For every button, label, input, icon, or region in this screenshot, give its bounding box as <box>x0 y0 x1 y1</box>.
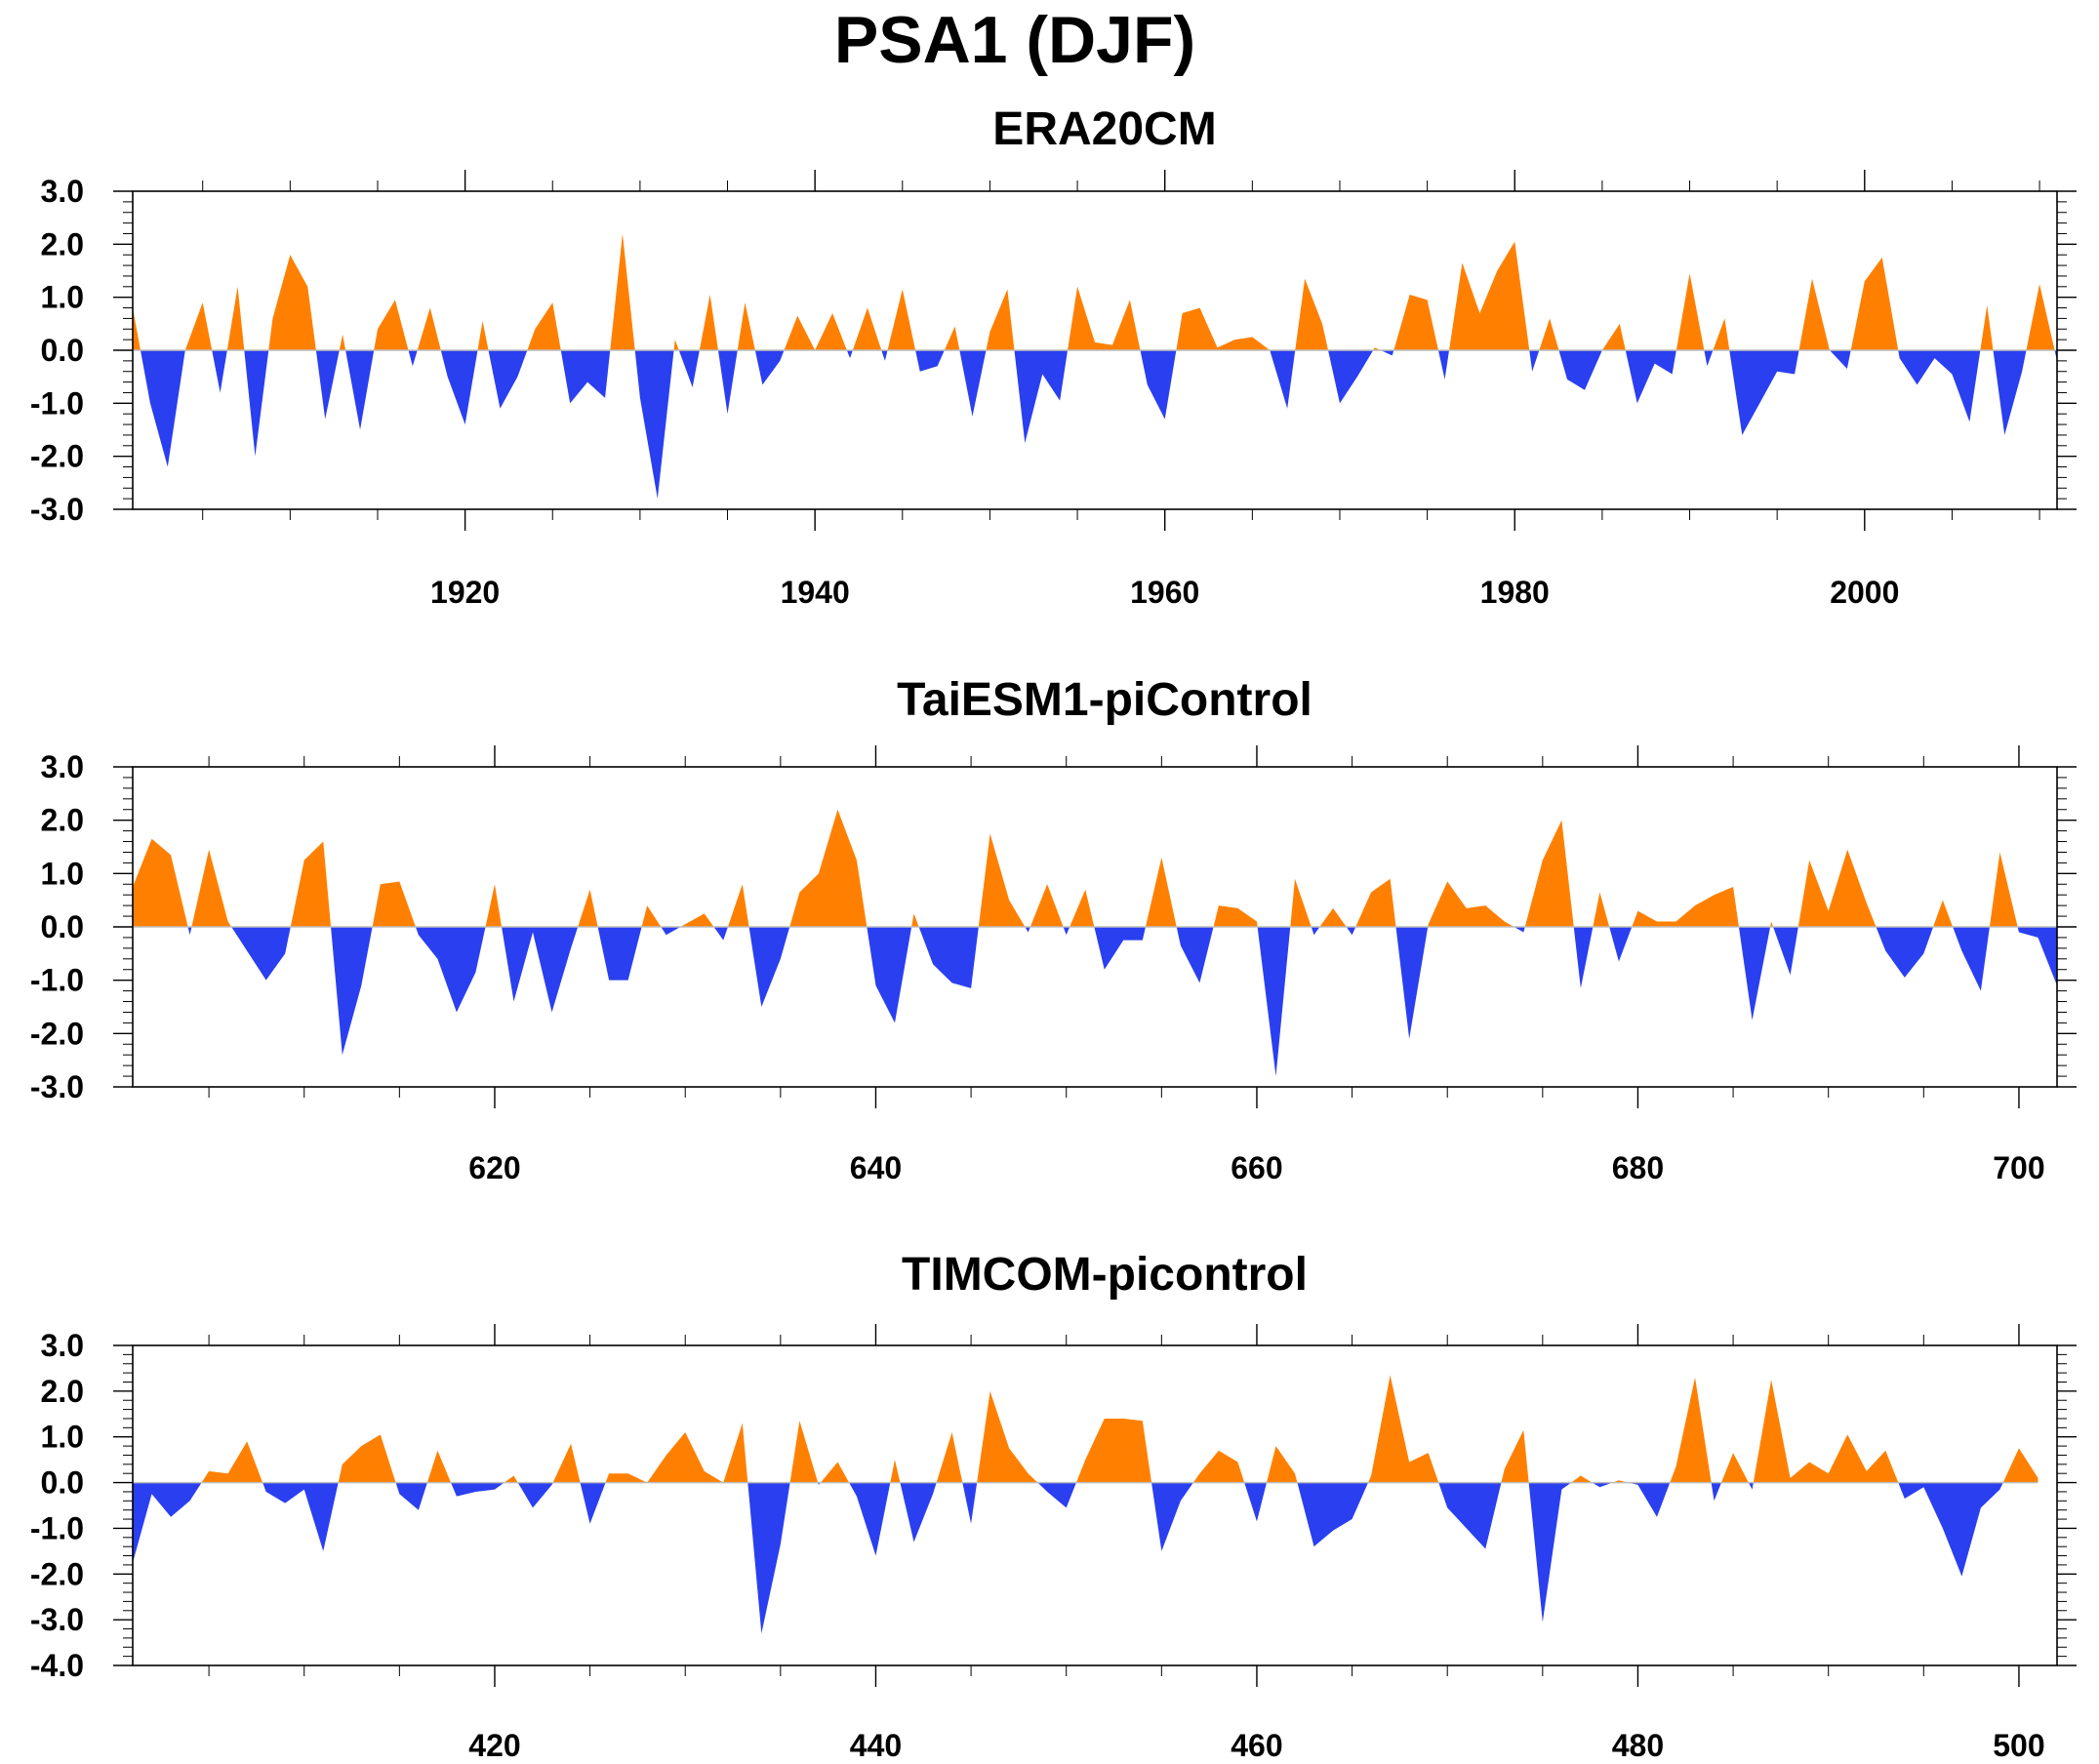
y-tick-label: 0.0 <box>41 909 84 944</box>
x-tick-label: 2000 <box>1830 575 1899 610</box>
x-tick-label: 640 <box>850 1150 902 1185</box>
y-tick-label: 3.0 <box>41 749 84 784</box>
y-tick-label: 3.0 <box>41 174 84 209</box>
x-tick-label: 1940 <box>781 575 850 610</box>
x-tick-label: 700 <box>1993 1150 2044 1185</box>
y-tick-label: 2.0 <box>41 226 84 261</box>
plot-frame <box>132 1344 2058 1666</box>
y-tick-label: -2.0 <box>30 1556 84 1591</box>
x-tick-label: 660 <box>1231 1150 1282 1185</box>
y-tick-label: -3.0 <box>30 1602 84 1637</box>
negative-anomaly-area <box>133 350 2057 500</box>
positive-anomaly-area <box>133 233 2057 350</box>
panel-3: TIMCOM-picontrol -4.0 -3.0 -2.0 -1.0 0.0 1.0 2.… <box>30 1249 2077 1763</box>
x-tick-label: 680 <box>1612 1150 1664 1185</box>
y-tick-label: -4.0 <box>30 1648 84 1683</box>
y-tick-label: 1.0 <box>41 280 84 315</box>
positive-anomaly-area <box>133 1375 2038 1483</box>
y-tick-label: -3.0 <box>30 1069 84 1104</box>
panel-2: TaiESM1-piControl -3.0 -2.0 -1.0 0.0 1.0 2.0 3.… <box>30 674 2077 1185</box>
panel-title: TaiESM1-piControl <box>897 674 1312 726</box>
y-tick-label: -1.0 <box>30 385 84 421</box>
x-tick-label: 1960 <box>1130 575 1199 610</box>
panel-1: ERA20CM -3.0 -2.0 -1.0 0.0 1.0 2.0 3.0 1920 1940 1… <box>30 103 2077 610</box>
x-tick-label: 1980 <box>1480 575 1550 610</box>
y-tick-label: -2.0 <box>30 439 84 474</box>
panels: ERA20CM -3.0 -2.0 -1.0 0.0 1.0 2.0 3.0 1920 1940 1… <box>30 103 2077 1763</box>
x-tick-label: 480 <box>1612 1728 1664 1763</box>
x-tick-label: 500 <box>1993 1728 2044 1763</box>
y-tick-label: -1.0 <box>30 1510 84 1545</box>
y-tick-label: -1.0 <box>30 963 84 998</box>
x-tick-label: 620 <box>468 1150 520 1185</box>
y-tick-label: -3.0 <box>30 492 84 527</box>
y-tick-label: 0.0 <box>41 333 84 368</box>
y-tick-label: 3.0 <box>41 1328 84 1363</box>
x-tick-label: 460 <box>1231 1728 1282 1763</box>
x-tick-label: 1920 <box>430 575 500 610</box>
y-tick-label: 1.0 <box>41 1420 84 1455</box>
x-tick-label: 420 <box>468 1728 520 1763</box>
y-tick-label: 2.0 <box>41 803 84 838</box>
negative-anomaly-area <box>133 927 2057 1077</box>
negative-anomaly-area <box>133 1482 2038 1634</box>
positive-anomaly-area <box>133 809 2057 927</box>
y-tick-label: 1.0 <box>41 856 84 891</box>
y-tick-label: 0.0 <box>41 1465 84 1501</box>
main-title: PSA1 (DJF) <box>834 3 1195 77</box>
panel-title: ERA20CM <box>992 103 1216 155</box>
panel-title: TIMCOM-picontrol <box>902 1249 1308 1301</box>
y-tick-label: 2.0 <box>41 1374 84 1409</box>
y-tick-label: -2.0 <box>30 1016 84 1051</box>
x-tick-label: 440 <box>850 1728 902 1763</box>
